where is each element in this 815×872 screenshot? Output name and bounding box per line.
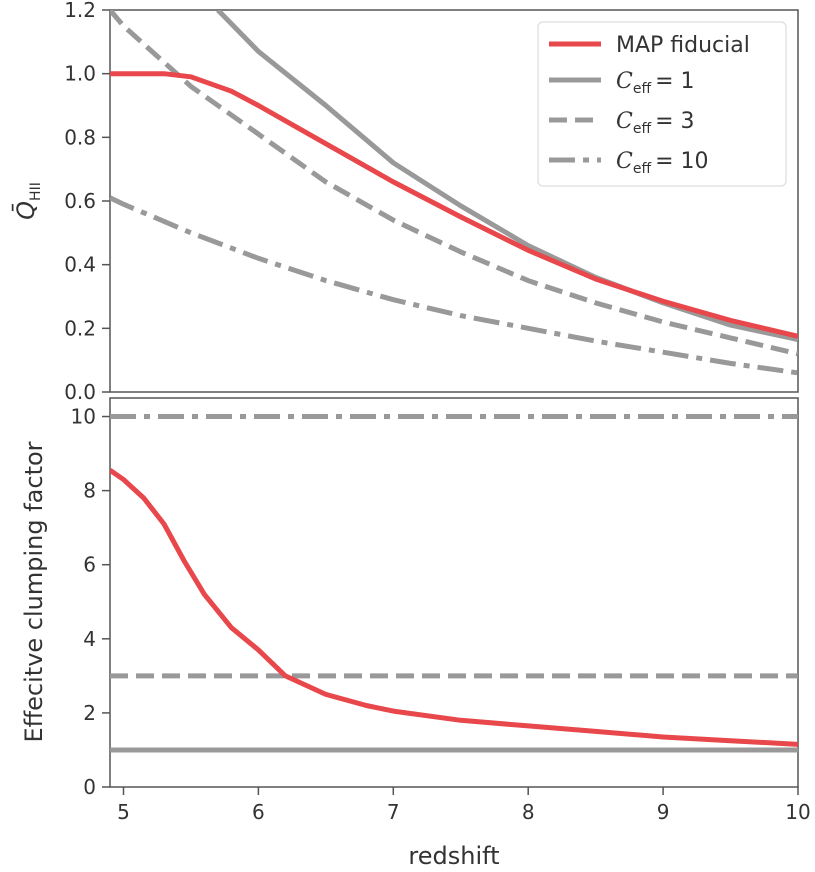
bottom-y-tick-label: 2 [83,701,96,725]
top-y-tick-label: 0.8 [64,125,96,149]
bottom-y-tick-label: 0 [83,775,96,799]
top-series-c-eff-1 [216,10,798,342]
x-axis-label: redshift [408,842,499,870]
legend-label-ceff-3: Ceff = 3 [616,109,695,137]
top-y-tick-label: 0.4 [64,253,96,277]
legend-symbol-3: C [616,109,633,134]
top-y-axis-label: Q̄HII [11,182,44,220]
bottom-x-ticks: 5 6 7 8 9 10 [117,787,811,824]
top-y-tick-label: 1.0 [64,62,96,86]
top-y-tick-label: 0.2 [64,316,96,340]
top-y-tick-label: 0.6 [64,189,96,213]
legend: MAP fiducial Ceff = 1 Ceff = 3 Ceff = 10 [537,21,787,187]
top-y-axis-label-main: Q̄ [11,201,40,220]
legend-label-map-fiducial: MAP fiducial [616,33,750,58]
top-y-ticks: 0.0 0.2 0.4 0.6 0.8 1.0 1.2 [64,0,110,404]
x-tick-label: 9 [657,800,670,824]
bottom-plot-frame [109,397,799,788]
top-series [110,10,798,376]
x-tick-label: 10 [785,800,810,824]
top-series-map-fiducial [110,71,798,339]
bottom-panel: 0 2 4 6 8 10 5 6 7 8 9 10 Effecitve clumping facto… [20,397,811,870]
bottom-y-ticks: 0 2 4 6 8 10 [71,405,110,799]
bottom-y-tick-label: 8 [83,479,96,503]
bottom-y-tick-label: 6 [83,553,96,577]
legend-symbol-sub-1: eff [633,81,652,97]
legend-symbol-10: C [616,149,633,174]
bottom-y-tick-label: 10 [71,405,96,429]
bottom-series [110,414,798,753]
legend-label-ceff-1: Ceff = 1 [616,69,695,97]
legend-value-1: = 1 [655,69,694,94]
legend-label-ceff-10: Ceff = 10 [616,149,709,177]
bottom-series-map-fiducial [110,468,798,747]
top-y-tick-label: 1.2 [64,0,96,22]
bottom-y-axis-label: Effecitve clumping factor [20,441,48,742]
top-series-c-eff-10 [110,195,798,376]
legend-value-10: = 10 [655,149,708,174]
legend-value-3: = 3 [655,109,694,134]
x-tick-label: 6 [252,800,265,824]
legend-symbol-1: C [616,69,633,94]
top-panel: 0.0 0.2 0.4 0.6 0.8 1.0 1.2 Q̄HII MAP fiducial… [11,0,799,404]
bottom-y-tick-label: 4 [83,627,96,651]
top-y-axis-label-sub: HII [28,182,44,201]
x-tick-label: 8 [522,800,535,824]
x-tick-label: 7 [387,800,400,824]
legend-symbol-sub-10: eff [633,161,652,177]
legend-symbol-sub-3: eff [633,121,652,137]
top-y-tick-label: 0.0 [64,380,96,404]
legend-box [537,21,787,187]
top-series-c-eff-3 [110,10,798,357]
x-tick-label: 5 [117,800,130,824]
